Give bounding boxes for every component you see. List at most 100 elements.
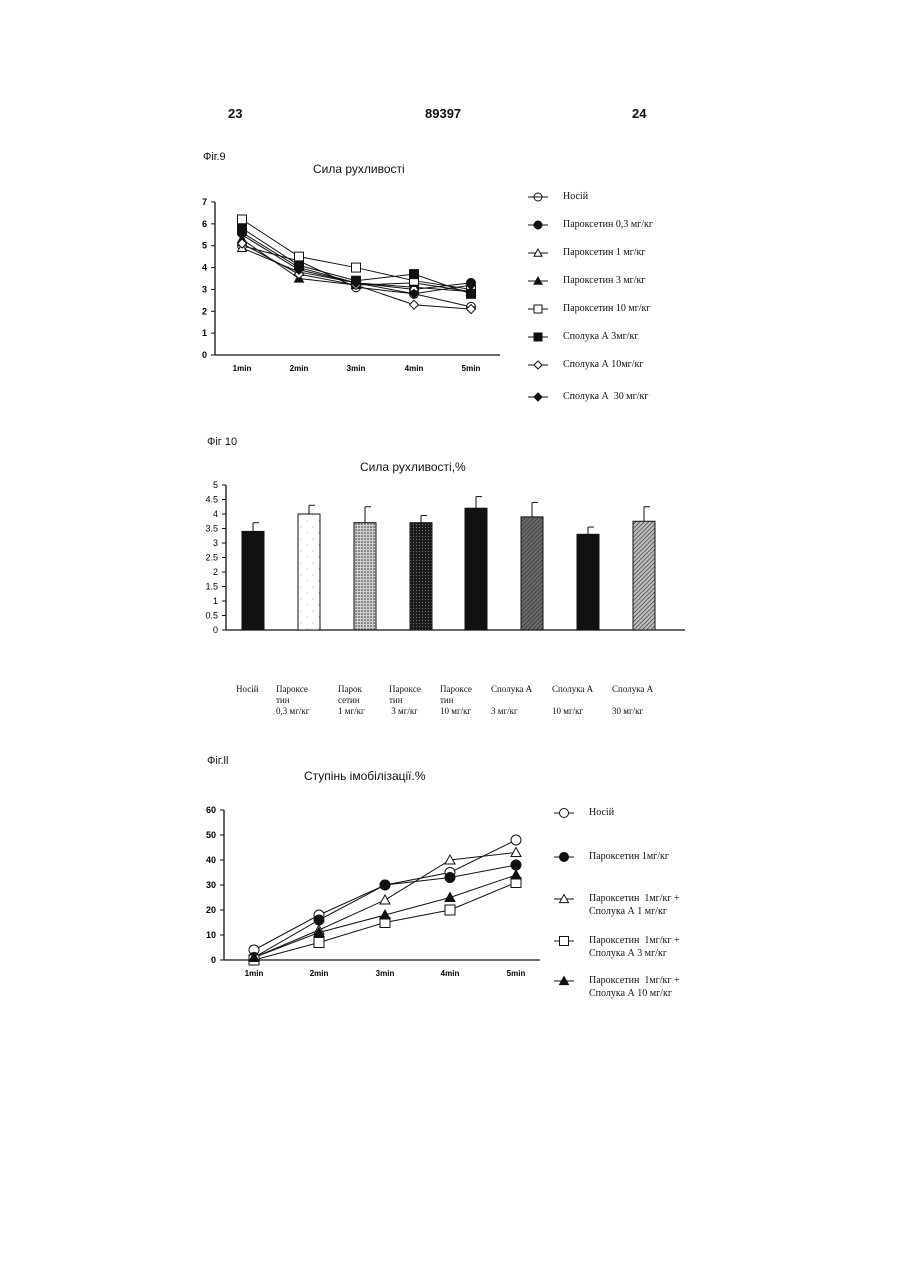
y-tick-label: 60 — [206, 805, 216, 815]
legend-label: Пароксетин 1мг/кг + Сполука А 1 мг/кг — [589, 892, 680, 918]
bar-7 — [633, 521, 655, 630]
legend-marker-icon — [553, 974, 575, 988]
bar-4 — [465, 508, 487, 630]
category-label-2: Парок сетин 1 мг/кг — [338, 684, 365, 717]
legend-item-1: Пароксетин 1мг/кг — [553, 850, 669, 864]
legend-item-5: Сполука А 3мг/кг — [527, 330, 638, 344]
legend-label: Пароксетин 1мг/кг + Сполука А 3 мг/кг — [589, 934, 680, 960]
bar-2 — [354, 523, 376, 630]
bar-0 — [242, 531, 264, 630]
data-point-s2-p2 — [380, 895, 390, 904]
category-label-7: Сполука А 30 мг/кг — [612, 684, 653, 717]
figure-10-bar-chart: 00.511.522.533.544.55 — [190, 475, 710, 645]
legend-marker-icon — [527, 390, 549, 404]
data-point-s4-p1 — [295, 252, 304, 261]
data-point-s0-p4 — [511, 835, 521, 845]
y-tick-label: 20 — [206, 905, 216, 915]
legend-item-0: Носій — [527, 190, 588, 204]
legend-marker-icon — [553, 850, 575, 864]
category-label-5: Сполука А 3 мг/кг — [491, 684, 532, 717]
category-label-3: Парокcе тин 3 мг/кг — [389, 684, 421, 717]
figure-10-label: Фіг 10 — [207, 436, 237, 448]
legend-label: Сполука А 30 мг/кг — [563, 390, 648, 403]
data-point-s5-p4 — [467, 289, 476, 298]
x-tick-label: 4min — [405, 364, 424, 373]
legend-item-4: Пароксетин 10 мг/кг — [527, 302, 651, 316]
x-tick-label: 1min — [245, 969, 264, 978]
legend-label: Пароксетин 3 мг/кг — [563, 274, 646, 287]
legend-item-7: Сполука А 30 мг/кг — [527, 390, 648, 404]
legend-label: Пароксетин 1 мг/кг — [563, 246, 646, 259]
legend-item-1: Пароксетин 0,3 мг/кг — [527, 218, 653, 232]
data-point-s4-p0 — [238, 215, 247, 224]
y-tick-label: 30 — [206, 880, 216, 890]
y-tick-label: 3 — [202, 284, 207, 294]
y-tick-label: 40 — [206, 855, 216, 865]
category-label-1: Парокcе тин 0,3 мг/кг — [276, 684, 309, 717]
y-tick-label: 5 — [202, 241, 207, 251]
y-tick-label: 2.5 — [205, 553, 218, 563]
legend-label: Пароксетин 10 мг/кг — [563, 302, 651, 315]
document-number: 89397 — [425, 106, 461, 121]
legend-label: Носій — [589, 806, 614, 819]
legend-marker — [534, 361, 542, 369]
y-tick-label: 0 — [202, 350, 207, 360]
legend-marker-icon — [553, 892, 575, 906]
legend-item-2: Пароксетин 1 мг/кг — [527, 246, 646, 260]
x-tick-label: 2min — [310, 969, 329, 978]
page-number-right: 24 — [632, 106, 646, 121]
data-point-s1-p3 — [445, 873, 455, 883]
y-tick-label: 50 — [206, 830, 216, 840]
bar-6 — [577, 534, 599, 630]
y-tick-label: 4.5 — [205, 495, 218, 505]
y-tick-label: 0 — [213, 625, 218, 635]
legend-marker — [534, 221, 542, 229]
figure-11-line-chart: 01020304050601min2min3min4min5min — [190, 798, 550, 998]
y-tick-label: 3.5 — [205, 524, 218, 534]
legend-marker — [560, 809, 569, 818]
y-tick-label: 6 — [202, 219, 207, 229]
y-tick-label: 7 — [202, 197, 207, 207]
legend-marker-icon — [527, 246, 549, 260]
figure-9-line-chart: 012345671min2min3min4min5min — [190, 190, 520, 435]
y-tick-label: 1.5 — [205, 582, 218, 592]
x-tick-label: 3min — [347, 364, 366, 373]
legend-marker — [534, 305, 542, 313]
y-tick-label: 1 — [213, 596, 218, 606]
data-point-s4-p2 — [352, 263, 361, 272]
x-tick-label: 2min — [290, 364, 309, 373]
legend-item-4: Пароксетин 1мг/кг + Сполука А 10 мг/кг — [553, 974, 680, 1000]
legend-item-0: Носій — [553, 806, 614, 820]
data-point-s1-p2 — [380, 880, 390, 890]
category-label-4: Парокcе тин 10 мг/кг — [440, 684, 472, 717]
data-point-s6-p3 — [410, 300, 419, 309]
legend-label: Носій — [563, 190, 588, 203]
data-point-s1-p4 — [511, 860, 521, 870]
x-tick-label: 4min — [441, 969, 460, 978]
y-tick-label: 4 — [202, 263, 207, 273]
y-tick-label: 2 — [202, 306, 207, 316]
legend-marker-icon — [527, 218, 549, 232]
data-point-s2-p4 — [511, 848, 521, 857]
data-point-s5-p3 — [410, 270, 419, 279]
legend-marker-icon — [527, 330, 549, 344]
legend-label: Сполука А 3мг/кг — [563, 330, 638, 343]
legend-item-6: Сполука А 10мг/кг — [527, 358, 643, 372]
legend-marker — [534, 193, 542, 201]
legend-marker-icon — [527, 302, 549, 316]
legend-marker-icon — [553, 934, 575, 948]
y-tick-label: 10 — [206, 930, 216, 940]
y-tick-label: 4 — [213, 509, 218, 519]
legend-marker-icon — [527, 274, 549, 288]
figure-9-label: Фіг.9 — [203, 151, 226, 163]
y-tick-label: 0 — [211, 955, 216, 965]
legend-label: Пароксетин 0,3 мг/кг — [563, 218, 653, 231]
data-point-s4-p4 — [511, 870, 521, 879]
legend-item-3: Пароксетин 3 мг/кг — [527, 274, 646, 288]
legend-marker — [534, 333, 542, 341]
figure-11-label: Фіг.ll — [207, 755, 228, 767]
legend-label: Пароксетин 1мг/кг — [589, 850, 669, 863]
data-point-s1-p1 — [314, 915, 324, 925]
x-tick-label: 5min — [507, 969, 526, 978]
bar-5 — [521, 517, 543, 630]
